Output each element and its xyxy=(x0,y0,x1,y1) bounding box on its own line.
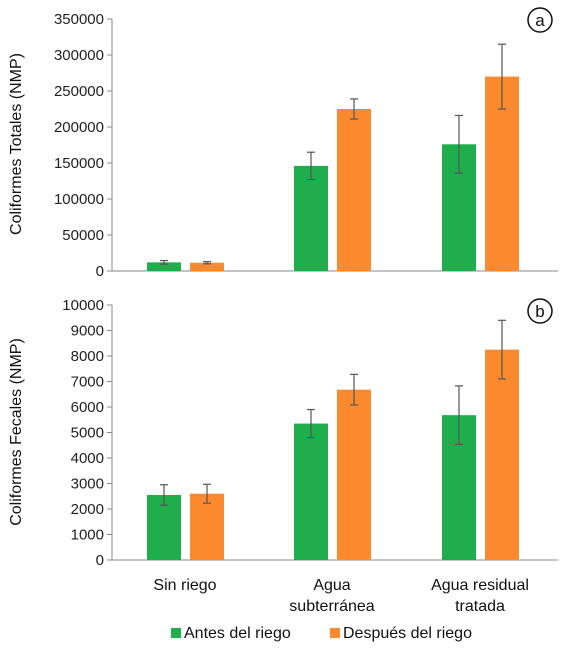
panel-b-bar-series0-cat0 xyxy=(147,494,181,560)
panel-b-y-tick-label: 7000 xyxy=(71,374,104,391)
panel-b-y-tick-label: 6000 xyxy=(71,399,104,416)
panel-a-label: a xyxy=(535,11,545,30)
legend-label-antes: Antes del riego xyxy=(184,625,291,642)
panel-a-y-tick-label: 200000 xyxy=(54,119,104,136)
panel-a-bar-series0-cat0 xyxy=(147,262,181,271)
panel-a-label-circle xyxy=(527,7,553,33)
panel-a-chart: Coliformes Totales (NMP) 0 50000 100000 150… xyxy=(8,7,558,280)
panel-b-y-tick-label: 0 xyxy=(96,552,104,569)
panel-b-y-tick-label: 9000 xyxy=(71,323,104,340)
panel-b-bar-series1-cat1 xyxy=(337,389,371,560)
panel-b-y-tick-label: 5000 xyxy=(71,425,104,442)
panel-b-bar-series1-cat2 xyxy=(485,349,519,560)
panel-a-bar-series1-cat1 xyxy=(337,109,371,271)
panel-b-y-tick-label: 2000 xyxy=(71,501,104,518)
panel-b-bar-series1-cat0 xyxy=(190,493,224,560)
legend-swatch-despues xyxy=(330,628,340,638)
category-label-agua-subterranea-line1: Agua xyxy=(313,577,350,594)
panel-a-y-tick-label: 50000 xyxy=(62,227,104,244)
panel-b-bar-series0-cat1 xyxy=(294,423,328,560)
category-label-agua-residual-line1: Agua residual xyxy=(431,577,529,594)
category-label-sin-riego: Sin riego xyxy=(153,577,216,594)
panel-a-y-axis-label: Coliformes Totales (NMP) xyxy=(8,53,25,235)
category-label-agua-subterranea-line2: subterránea xyxy=(289,598,374,615)
legend-label-despues: Después del riego xyxy=(343,625,472,642)
panel-b-y-tick-label: 4000 xyxy=(71,450,104,467)
panel-a-y-tick-label: 250000 xyxy=(54,83,104,100)
panel-b-y-tick-label: 3000 xyxy=(71,476,104,493)
panel-b-label-circle xyxy=(527,298,553,324)
panel-a-y-tick-label: 300000 xyxy=(54,47,104,64)
panel-b-chart: Coliformes Fecales (NMP) 0 1000 2000 3000 40… xyxy=(8,297,558,569)
panel-b-y-tick-label: 10000 xyxy=(62,297,104,314)
legend-swatch-antes xyxy=(171,628,181,638)
panel-b-label: b xyxy=(535,302,544,321)
legend: Antes del riego Después del riego xyxy=(171,625,472,642)
panel-a-y-tick-label: 150000 xyxy=(54,155,104,172)
panel-b-y-tick-label: 8000 xyxy=(71,348,104,365)
category-label-agua-residual-line2: tratada xyxy=(455,598,505,615)
panel-a-y-tick-label: 0 xyxy=(96,263,104,280)
panel-a-bar-series0-cat1 xyxy=(294,165,328,271)
panel-a-y-tick-label: 100000 xyxy=(54,191,104,208)
panel-a-bar-series1-cat0 xyxy=(190,262,224,271)
panel-a-y-tick-label: 350000 xyxy=(54,11,104,28)
x-category-labels: Sin riego Agua subterránea Agua residual… xyxy=(153,577,529,615)
panel-b-y-axis-label: Coliformes Fecales (NMP) xyxy=(8,338,25,526)
panel-b-y-tick-label: 1000 xyxy=(71,527,104,544)
